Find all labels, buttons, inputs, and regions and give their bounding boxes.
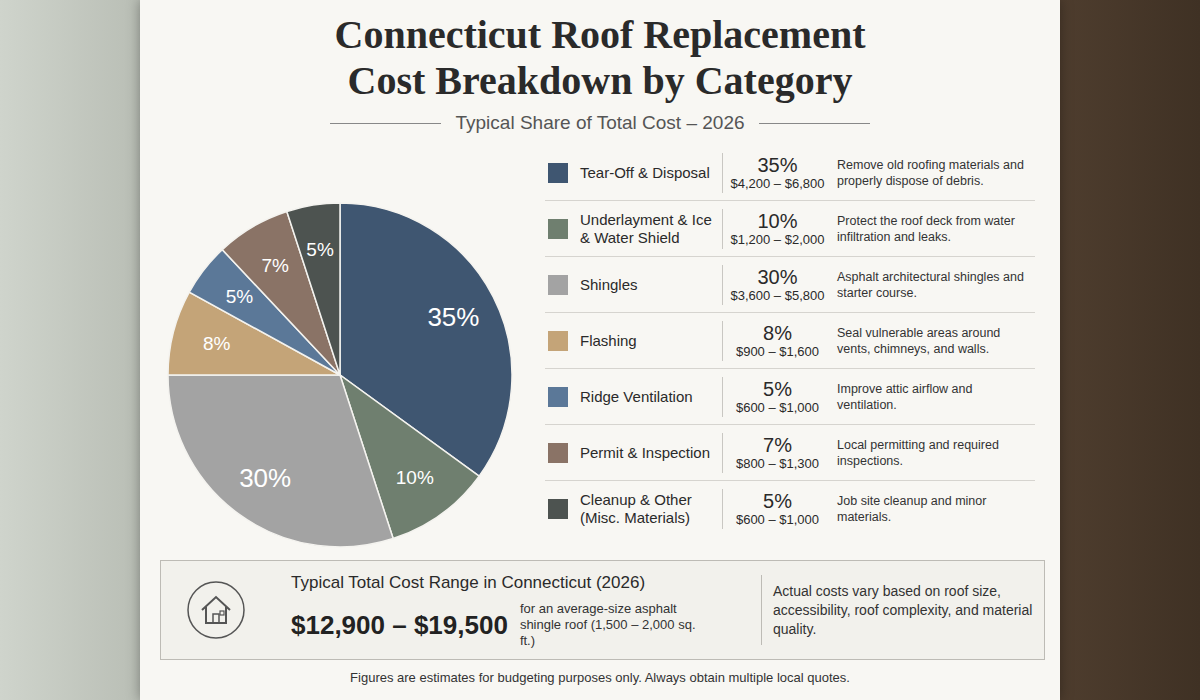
- html-text:Local permitting and required: Local permitting and required inspection…: [837, 438, 999, 468]
- html-text:Actual costs vary based on roo: Actual costs vary based on roof size, ac…: [773, 582, 1033, 637]
- svg-text:10%: 10%: [396, 467, 434, 488]
- html-text:5%: 5%: [763, 378, 792, 400]
- html-text:Shingles: Shingles: [580, 276, 638, 293]
- html-text:Cleanup & Other (Misc. Materia: Cleanup & Other (Misc. Materials): [580, 491, 692, 526]
- html-text:Protect the roof deck from wat: Protect the roof deck from water infiltr…: [837, 214, 1015, 244]
- html-text:Underlayment & Ice & Water Shi: Underlayment & Ice & Water Shield: [580, 211, 712, 246]
- html-text:$1,200 – $2,000: $1,200 – $2,000: [730, 232, 825, 247]
- html-text:$12,900 – $19,500: $12,900 – $19,500: [291, 609, 508, 640]
- svg-text:5%: 5%: [306, 239, 334, 260]
- html-text:$4,200 – $6,800: $4,200 – $6,800: [730, 176, 825, 191]
- svg-text:8%: 8%: [203, 333, 231, 354]
- html-text:$600 – $1,000: $600 – $1,000: [735, 400, 820, 415]
- html-text:$3,600 – $5,800: $3,600 – $5,800: [730, 288, 825, 303]
- html-text:Job site cleanup and minor mat: Job site cleanup and minor materials.: [837, 494, 987, 524]
- html-text:35%: 35%: [757, 154, 798, 176]
- svg-text:5%: 5%: [226, 286, 254, 307]
- svg-text:7%: 7%: [261, 255, 289, 276]
- html-text:5%: 5%: [763, 490, 792, 512]
- svg-text:35%: 35%: [427, 302, 479, 332]
- html-text:10%: 10%: [757, 210, 798, 232]
- html-text:Connecticut Roof Replacement: Connecticut Roof Replacement: [334, 12, 866, 57]
- html-text:Flashing: Flashing: [580, 332, 637, 349]
- html-text:Typical Share of Total Cost –: Typical Share of Total Cost – 2026: [455, 112, 745, 133]
- html-text:Seal vulnerable areas around v: Seal vulnerable areas around vents, chim…: [837, 326, 1001, 356]
- html-text:30%: 30%: [757, 266, 798, 288]
- html-text:Improve attic airflow and vent: Improve attic airflow and ventilation.: [837, 382, 973, 412]
- html-text:Cost Breakdown by Category: Cost Breakdown by Category: [347, 58, 853, 103]
- html-text:7%: 7%: [763, 434, 792, 456]
- html-text:Ridge Ventilation: Ridge Ventilation: [580, 388, 693, 405]
- html-text:$600 – $1,000: $600 – $1,000: [735, 512, 820, 527]
- html-text:Tear-Off & Disposal: Tear-Off & Disposal: [580, 164, 710, 181]
- html-text:Typical Total Cost Range in Co: Typical Total Cost Range in Connecticut …: [291, 573, 645, 592]
- html-text:Permit & Inspection: Permit & Inspection: [580, 444, 711, 461]
- html-text:8%: 8%: [763, 322, 792, 344]
- html-text:Asphalt architectural shingles: Asphalt architectural shingles and start…: [837, 270, 1024, 300]
- svg-text:30%: 30%: [239, 463, 291, 493]
- html-text:$900 – $1,600: $900 – $1,600: [735, 344, 820, 359]
- html-text:Remove old roofing materials a: Remove old roofing materials and properl…: [837, 158, 1024, 188]
- html-text:Figures are estimates for budg: Figures are estimates for budgeting purp…: [350, 670, 850, 685]
- html-text:$800 – $1,300: $800 – $1,300: [735, 456, 820, 471]
- html-text:for an average-size asphalt sh: for an average-size asphalt shingle roof…: [519, 601, 696, 648]
